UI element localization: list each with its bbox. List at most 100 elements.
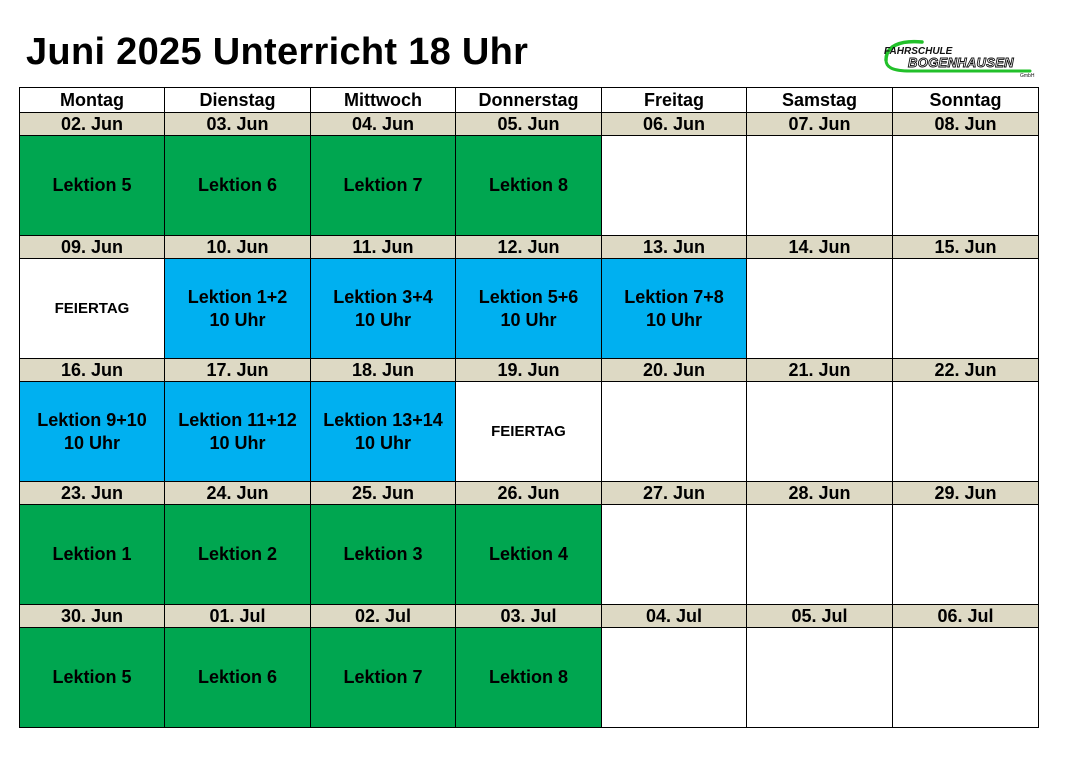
date-cell: 22. Jun (892, 358, 1039, 382)
empty-cell (892, 381, 1039, 482)
empty-cell (601, 504, 747, 605)
date-cell: 10. Jun (164, 235, 311, 259)
lesson-label: Lektion 2 (197, 544, 277, 564)
empty-cell (892, 504, 1039, 605)
date-cell: 05. Jul (746, 604, 893, 628)
calendar-table: Montag Dienstag Mittwoch Donnerstag Frei… (19, 87, 1039, 728)
lesson-row: FEIERTAG Lektion 1+2 10 Uhr Lektion 3+4 10 U… (19, 258, 1039, 359)
date-row: 16. Jun 17. Jun 18. Jun 19. Jun 20. Jun 21. J… (19, 358, 1039, 382)
lesson-label: FEIERTAG (491, 423, 566, 440)
lesson-cell: Lektion 3 (310, 504, 456, 605)
lesson-cell: Lektion 7+8 10 Uhr (601, 258, 747, 359)
lesson-cell: Lektion 11+12 10 Uhr (164, 381, 311, 482)
date-cell: 02. Jul (310, 604, 456, 628)
lesson-cell: Lektion 3+4 10 Uhr (310, 258, 456, 359)
date-cell: 16. Jun (19, 358, 165, 382)
lesson-cell: Lektion 2 (164, 504, 311, 605)
svg-text:FAHRSCHULE: FAHRSCHULE (884, 46, 953, 57)
date-cell: 25. Jun (310, 481, 456, 505)
lesson-label: Lektion 7 (343, 175, 423, 195)
empty-cell (601, 135, 747, 236)
lesson-label: Lektion 9+10 (37, 409, 147, 430)
empty-cell (601, 627, 747, 728)
lesson-label: Lektion 1 (52, 544, 132, 564)
lesson-row: Lektion 9+10 10 Uhr Lektion 11+12 10 Uhr Lek… (19, 381, 1039, 482)
date-cell: 20. Jun (601, 358, 747, 382)
lesson-cell: Lektion 1+2 10 Uhr (164, 258, 311, 359)
lesson-label: Lektion 5 (52, 667, 132, 687)
date-cell: 17. Jun (164, 358, 311, 382)
lesson-label: Lektion 3 (343, 544, 423, 564)
date-row: 23. Jun 24. Jun 25. Jun 26. Jun 27. Jun 28. J… (19, 481, 1039, 505)
date-cell: 07. Jun (746, 112, 893, 136)
svg-text:GmbH: GmbH (1020, 73, 1035, 78)
date-cell: 30. Jun (19, 604, 165, 628)
lesson-label: Lektion 7 (343, 667, 423, 687)
empty-cell (746, 504, 893, 605)
date-cell: 05. Jun (455, 112, 602, 136)
fahrschule-logo: FAHRSCHULE BOGENHAUSEN GmbH (880, 38, 1035, 78)
weekday-monday: Montag (19, 87, 165, 113)
date-row: 30. Jun 01. Jul 02. Jul 03. Jul 04. Jul 05. J… (19, 604, 1039, 628)
date-cell: 13. Jun (601, 235, 747, 259)
date-cell: 28. Jun (746, 481, 893, 505)
lesson-cell: Lektion 5 (19, 135, 165, 236)
lesson-time: 10 Uhr (63, 432, 121, 453)
date-cell: 19. Jun (455, 358, 602, 382)
date-cell: 09. Jun (19, 235, 165, 259)
lesson-label: Lektion 3+4 (333, 286, 433, 307)
date-cell: 23. Jun (19, 481, 165, 505)
date-cell: 08. Jun (892, 112, 1039, 136)
lesson-cell: Lektion 13+14 10 Uhr (310, 381, 456, 482)
lesson-label: Lektion 5 (52, 175, 132, 195)
lesson-cell: Lektion 7 (310, 135, 456, 236)
empty-cell (746, 381, 893, 482)
date-cell: 04. Jun (310, 112, 456, 136)
weekday-header-row: Montag Dienstag Mittwoch Donnerstag Frei… (19, 87, 1039, 113)
empty-cell (892, 135, 1039, 236)
date-cell: 03. Jun (164, 112, 311, 136)
empty-cell (746, 258, 893, 359)
lesson-label: Lektion 8 (488, 667, 568, 687)
empty-cell (601, 381, 747, 482)
date-cell: 18. Jun (310, 358, 456, 382)
lesson-cell: Lektion 8 (455, 135, 602, 236)
lesson-cell: Lektion 8 (455, 627, 602, 728)
date-row: 09. Jun 10. Jun 11. Jun 12. Jun 13. Jun 14. J… (19, 235, 1039, 259)
date-cell: 04. Jul (601, 604, 747, 628)
weekday-sunday: Sonntag (892, 87, 1039, 113)
empty-cell (892, 627, 1039, 728)
date-row: 02. Jun 03. Jun 04. Jun 05. Jun 06. Jun 07. J… (19, 112, 1039, 136)
lesson-label: Lektion 6 (197, 667, 277, 687)
lesson-row: Lektion 1 Lektion 2 Lektion 3 Lektion 4 (19, 504, 1039, 605)
holiday-cell: FEIERTAG (19, 258, 165, 359)
date-cell: 29. Jun (892, 481, 1039, 505)
date-cell: 24. Jun (164, 481, 311, 505)
date-cell: 27. Jun (601, 481, 747, 505)
date-cell: 06. Jul (892, 604, 1039, 628)
weekday-friday: Freitag (601, 87, 747, 113)
lesson-label: Lektion 7+8 (624, 286, 724, 307)
lesson-cell: Lektion 4 (455, 504, 602, 605)
weekday-thursday: Donnerstag (455, 87, 602, 113)
date-cell: 03. Jul (455, 604, 602, 628)
lesson-time: 10 Uhr (500, 309, 557, 330)
lesson-cell: Lektion 5+6 10 Uhr (455, 258, 602, 359)
svg-text:BOGENHAUSEN: BOGENHAUSEN (908, 55, 1014, 70)
weekday-tuesday: Dienstag (164, 87, 311, 113)
lesson-cell: Lektion 1 (19, 504, 165, 605)
lesson-time: 10 Uhr (354, 309, 412, 330)
lesson-cell: Lektion 5 (19, 627, 165, 728)
lesson-label: Lektion 8 (488, 175, 568, 195)
lesson-label: Lektion 4 (488, 544, 568, 564)
date-cell: 21. Jun (746, 358, 893, 382)
date-cell: 02. Jun (19, 112, 165, 136)
weekday-wednesday: Mittwoch (310, 87, 456, 113)
date-cell: 01. Jul (164, 604, 311, 628)
lesson-label: FEIERTAG (54, 300, 130, 317)
lesson-time: 10 Uhr (209, 309, 266, 330)
date-cell: 11. Jun (310, 235, 456, 259)
date-cell: 26. Jun (455, 481, 602, 505)
lesson-time: 10 Uhr (209, 432, 266, 453)
lesson-label: Lektion 1+2 (187, 286, 288, 307)
